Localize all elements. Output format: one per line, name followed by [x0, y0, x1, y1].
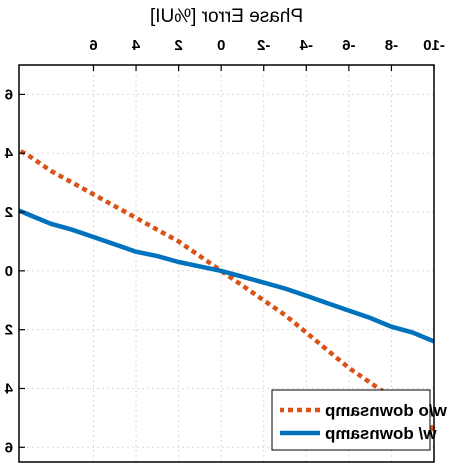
y-tick-label-0: 6 — [5, 439, 13, 456]
x-tick-label-0: -10 — [423, 37, 445, 54]
plot-frame — [18, 64, 435, 463]
legend-box — [271, 389, 431, 451]
y-tick-label-2: 2 — [5, 322, 13, 339]
x-axis-title: Phase Error [%UI] — [150, 6, 303, 27]
x-tick-label-7: 4 — [131, 37, 140, 54]
x-ticks: -10 -8 -6 -4 -2 0 2 4 6 — [89, 37, 445, 71]
mirrored-plot-group: Phase Error [%UI] -10 -8 -6 -4 -2 0 2 4 6 6 4 2 0 2 4… — [4, 6, 448, 463]
x-tick-label-2: -6 — [342, 37, 355, 54]
y-tick-label-1: 4 — [4, 380, 13, 397]
legend-label-w-downsamp: w/ downsamp — [325, 424, 437, 443]
x-tick-label-4: -2 — [257, 37, 270, 54]
x-tick-label-5: 0 — [217, 37, 225, 54]
x-tick-label-8: 6 — [89, 37, 97, 54]
y-tick-label-5: 4 — [4, 145, 13, 162]
legend-label-wo-downsamp: w/o downsamp — [325, 401, 448, 420]
x-tick-label-3: -4 — [299, 37, 313, 54]
series-layer — [17, 148, 436, 432]
x-tick-label-6: 2 — [174, 37, 182, 54]
y-ticks: 6 4 2 0 2 4 6 — [4, 86, 25, 456]
y-tick-label-3: 0 — [5, 263, 13, 280]
x-tick-label-1: -8 — [385, 37, 398, 54]
legend: w/o downsamp w/ downsamp — [271, 389, 448, 451]
series-line-1 — [18, 208, 435, 344]
series-line-0 — [17, 148, 436, 432]
y-tick-label-4: 2 — [5, 204, 13, 221]
y-tick-label-6: 6 — [5, 86, 13, 103]
